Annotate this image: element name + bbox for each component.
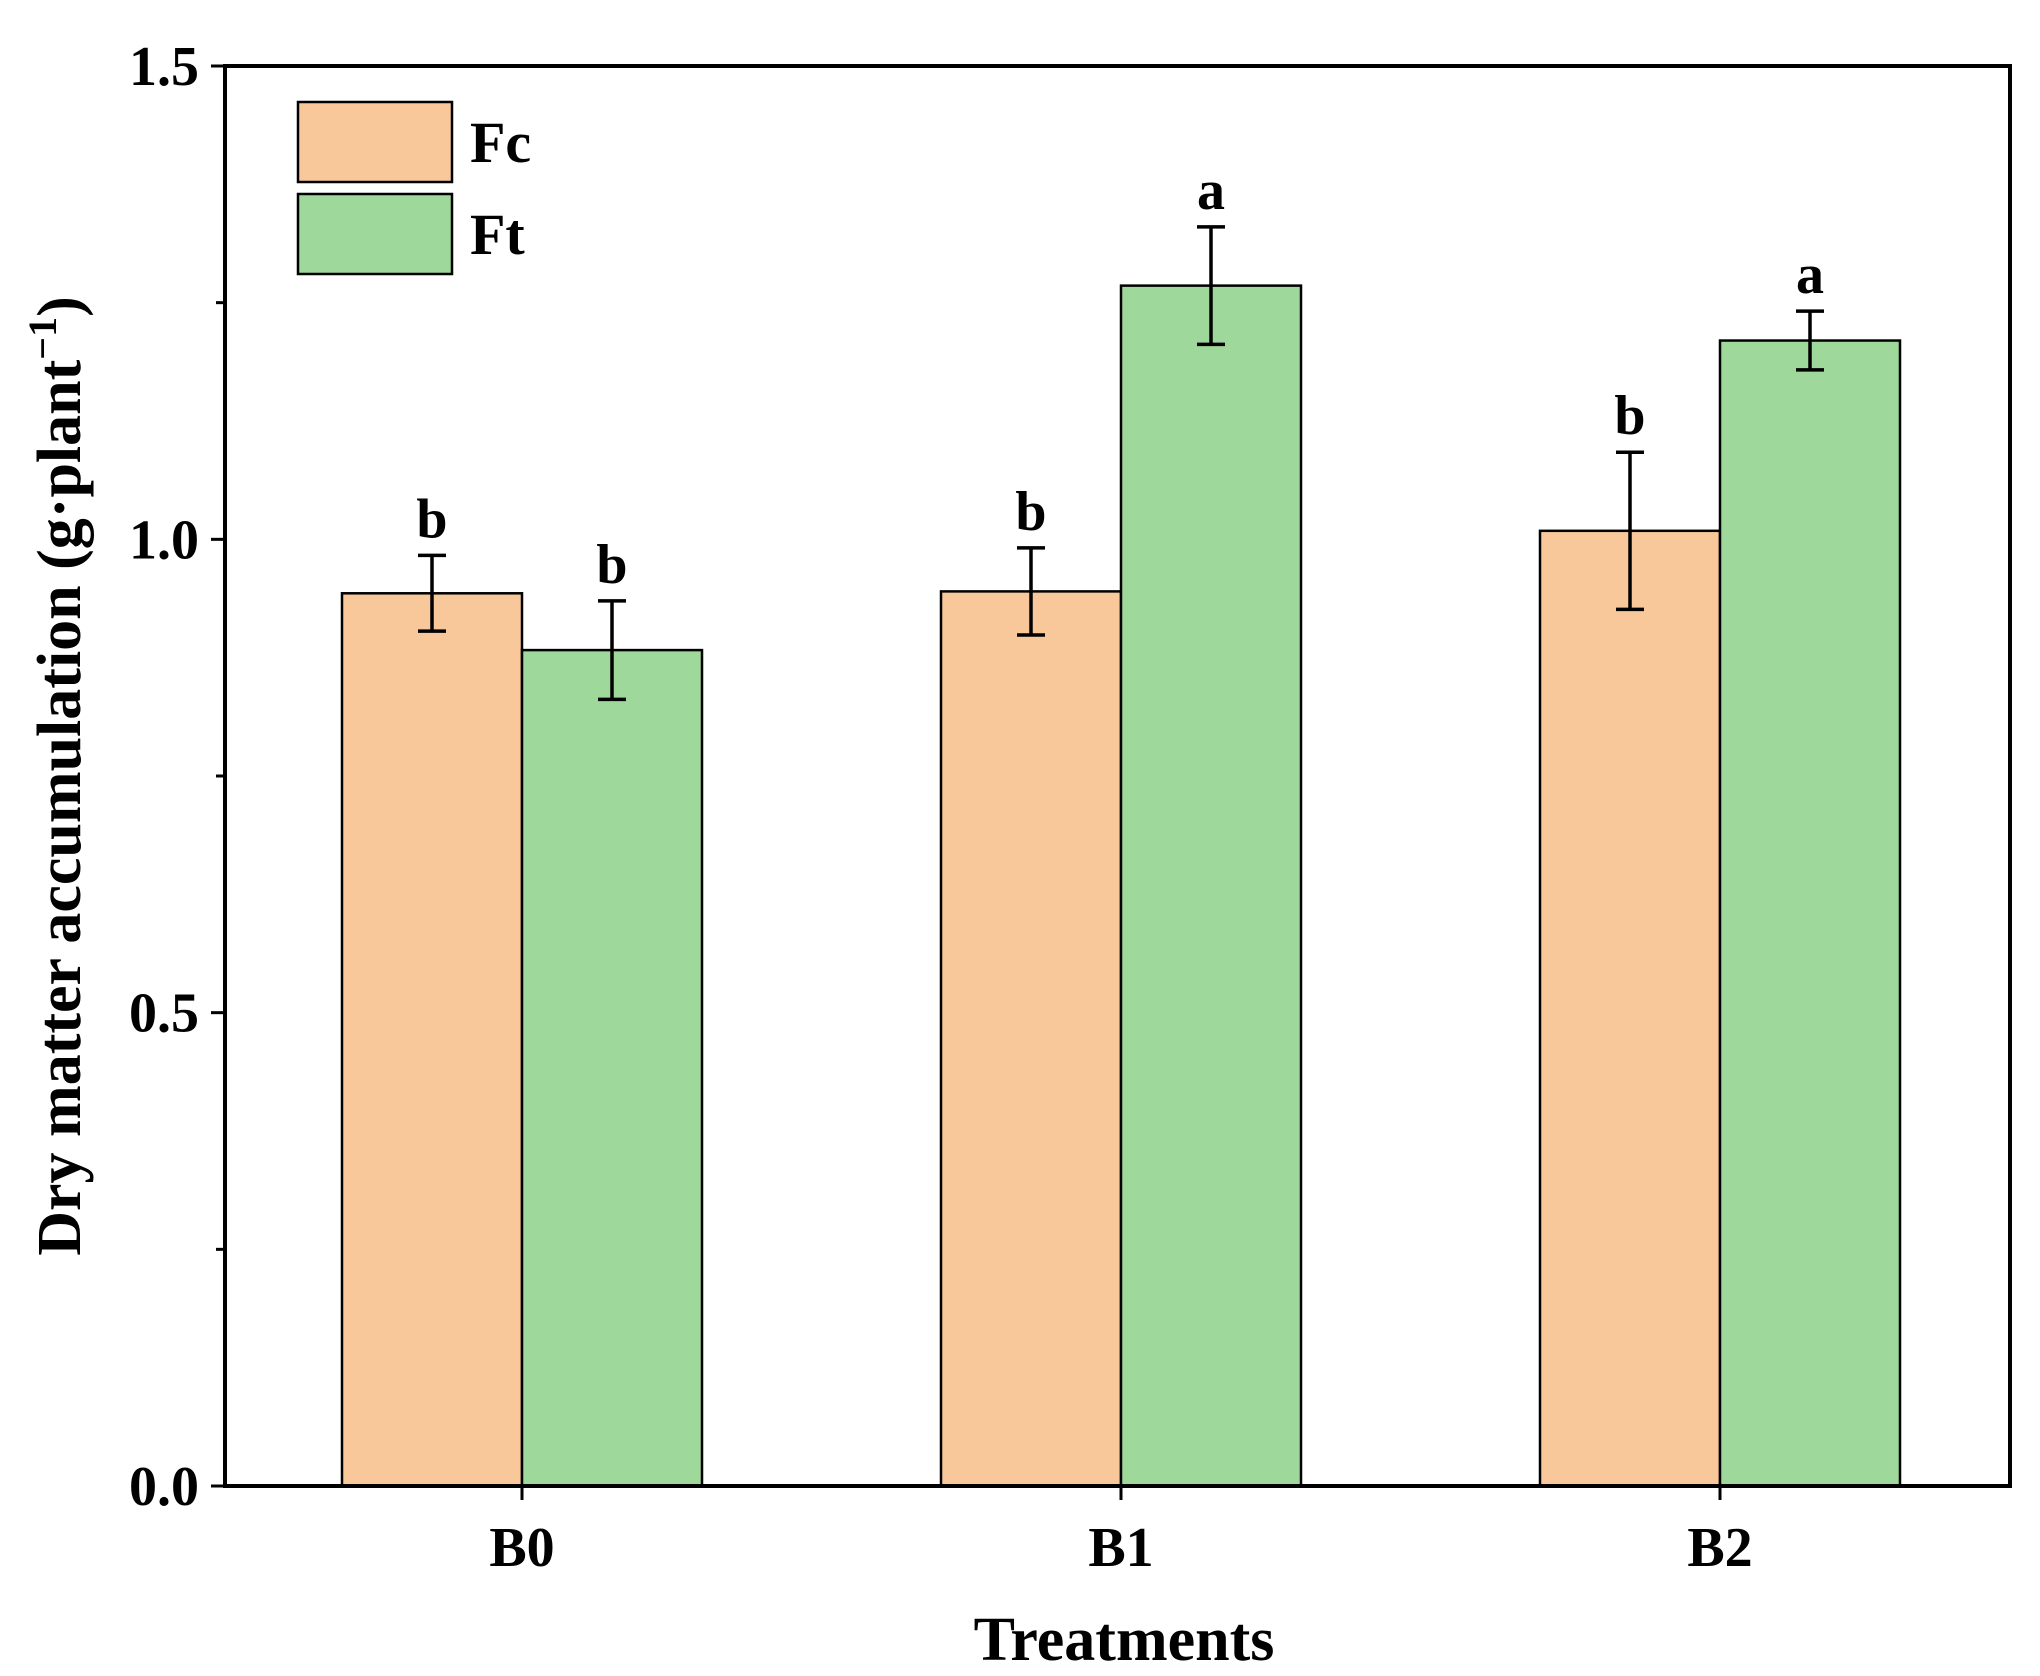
- x-tick-label-b0: B0: [489, 1517, 554, 1579]
- sig-letter-fc-b2: b: [1614, 385, 1645, 447]
- bars-layer: [340, 284, 1902, 1488]
- sig-letter-ft-b2: a: [1796, 244, 1824, 306]
- error-bar-fc-b2: [1616, 450, 1644, 612]
- x-tick-label-b1: B1: [1088, 1517, 1153, 1579]
- y-tick-label: 0.0: [129, 1456, 199, 1518]
- legend-swatch-fc: [296, 100, 454, 184]
- bar-fc-b0: [340, 592, 524, 1488]
- significance-letters-layer: b b b b a a: [416, 160, 1824, 596]
- legend-swatch-ft: [296, 192, 454, 276]
- legend-label-fc: Fc: [470, 110, 531, 175]
- sig-letter-ft-b0: b: [596, 534, 627, 596]
- bar-ft-b0: [520, 648, 704, 1488]
- legend-item-ft: Ft: [296, 192, 525, 276]
- error-bar-ft-b2: [1796, 309, 1824, 372]
- bar-ft-b1: [1119, 284, 1303, 1488]
- x-axis-title: Treatments: [974, 1606, 1275, 1674]
- bar-ft-b2: [1718, 339, 1902, 1488]
- bar-fc-b1: [939, 590, 1123, 1488]
- y-tick-label: 0.5: [129, 983, 199, 1045]
- sig-letter-ft-b1: a: [1197, 160, 1225, 222]
- x-tick-label-b2: B2: [1687, 1517, 1752, 1579]
- bar-fc-b2: [1538, 529, 1722, 1488]
- sig-letter-fc-b0: b: [416, 488, 447, 550]
- sig-letter-fc-b1: b: [1015, 481, 1046, 543]
- y-axis-title: Dry matter accumulation (g·plant−1): [20, 296, 94, 1256]
- legend-item-fc: Fc: [296, 100, 531, 184]
- error-bar-ft-b1: [1197, 225, 1225, 347]
- legend-label-ft: Ft: [470, 202, 525, 267]
- legend: Fc Ft: [296, 100, 531, 276]
- x-axis: B0 B1 B2: [489, 1486, 1753, 1579]
- error-bar-fc-b1: [1017, 546, 1045, 637]
- y-tick-label: 1.5: [129, 36, 199, 98]
- y-axis: 0.0 0.5 1.0 1.5: [129, 36, 225, 1518]
- error-bar-ft-b0: [598, 599, 626, 702]
- error-bars-layer: [418, 225, 1824, 702]
- y-tick-label: 1.0: [129, 509, 199, 571]
- error-bar-fc-b0: [418, 553, 446, 633]
